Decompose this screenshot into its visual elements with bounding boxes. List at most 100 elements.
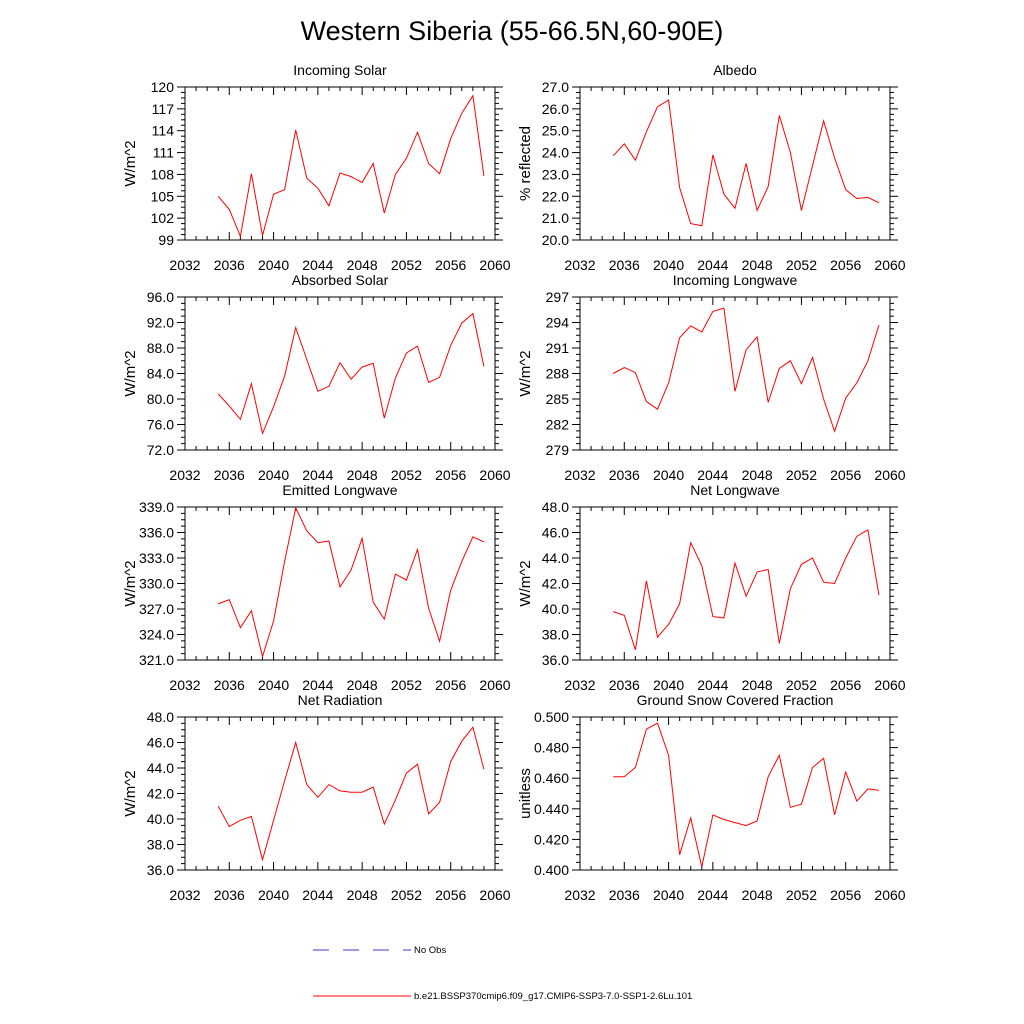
panel-incoming-longwave-xtick-label: 2056 (830, 467, 861, 483)
panel-net-longwave-xtick-label: 2044 (697, 677, 728, 693)
panel-absorbed-solar-ytick-label: 96.0 (147, 289, 174, 305)
panel-albedo-ytick-label: 20.0 (542, 232, 569, 248)
panel-ground-snow-covered-fraction-xtick-label: 2060 (874, 887, 905, 903)
panel-emitted-longwave-ytick-label: 324.0 (139, 627, 174, 643)
panel-absorbed-solar-ytick-label: 88.0 (147, 340, 174, 356)
panel-absorbed-solar-frame (184, 296, 496, 451)
panel-absorbed-solar-ytick-label: 92.0 (147, 315, 174, 331)
panel-absorbed-solar-title: Absorbed Solar (292, 272, 389, 288)
panel-absorbed-solar-ytick-label: 76.0 (147, 417, 174, 433)
panel-absorbed-solar: Absorbed Solar W/m^2 2032 2036 2040 2044 2048 2… (122, 272, 511, 483)
panel-incoming-solar-xtick-label: 2032 (169, 257, 200, 273)
panel-emitted-longwave-xtick-label: 2040 (258, 677, 289, 693)
panel-emitted-longwave: Emitted Longwave W/m^2 2032 2036 2040 2044 204… (122, 482, 511, 693)
panel-net-radiation-xtick-label: 2044 (302, 887, 333, 903)
panel-incoming-longwave-xtick-label: 2044 (697, 467, 728, 483)
panel-emitted-longwave-ylabel: W/m^2 (122, 560, 139, 606)
panel-emitted-longwave-xtick-label: 2032 (169, 677, 200, 693)
panel-net-longwave-frame (579, 506, 891, 661)
panel-net-radiation-ytick-label: 40.0 (147, 811, 174, 827)
panel-incoming-longwave-xtick-label: 2036 (609, 467, 640, 483)
panel-incoming-longwave-title: Incoming Longwave (673, 272, 798, 288)
panel-ground-snow-covered-fraction-title: Ground Snow Covered Fraction (637, 692, 834, 708)
panel-ground-snow-covered-fraction-xtick-label: 2040 (653, 887, 684, 903)
panel-albedo-xtick-label: 2040 (653, 257, 684, 273)
legend-model-label: b.e21.BSSP370cmip6.f09_g17.CMIP6-SSP3-7.… (414, 991, 692, 1002)
panel-albedo-ytick-label: 22.0 (542, 188, 569, 204)
panel-net-radiation-ytick-label: 42.0 (147, 786, 174, 802)
panel-albedo-title: Albedo (713, 62, 757, 78)
panel-net-longwave-ytick-label: 44.0 (542, 550, 569, 566)
panel-absorbed-solar-xtick-label: 2056 (435, 467, 466, 483)
panel-ground-snow-covered-fraction-xtick-label: 2048 (742, 887, 773, 903)
panel-emitted-longwave-xtick-label: 2056 (435, 677, 466, 693)
panel-net-longwave-ytick-label: 46.0 (542, 525, 569, 541)
panel-emitted-longwave-ytick-label: 321.0 (139, 652, 174, 668)
panel-grid: Incoming Solar W/m^2 2032 2036 2040 2044 2048 2… (122, 62, 906, 903)
panel-net-radiation-xtick-label: 2048 (347, 887, 378, 903)
panel-incoming-longwave-ytick-label: 285 (546, 391, 570, 407)
panel-net-radiation-xtick-label: 2056 (435, 887, 466, 903)
panel-albedo: Albedo % reflected 2032 2036 2040 2044 2048 205… (517, 62, 906, 273)
panel-albedo-ytick-label: 27.0 (542, 79, 569, 95)
panel-net-longwave-series-line (613, 529, 880, 650)
panel-albedo-series-line (612, 99, 880, 227)
panel-net-radiation-title: Net Radiation (298, 692, 383, 708)
panel-incoming-longwave-xtick-label: 2052 (786, 467, 817, 483)
panel-ground-snow-covered-fraction-xtick-label: 2032 (564, 887, 595, 903)
panel-net-longwave-xtick-label: 2048 (742, 677, 773, 693)
panel-ground-snow-covered-fraction-ytick-label: 0.440 (534, 801, 569, 817)
panel-albedo-ytick-label: 26.0 (542, 101, 569, 117)
panel-net-radiation-ytick-label: 44.0 (147, 760, 174, 776)
panel-incoming-solar-ytick-label: 99 (158, 232, 174, 248)
panel-incoming-longwave-ytick-label: 297 (546, 289, 570, 305)
legend: No Obs b.e21.BSSP370cmip6.f09_g17.CMIP6-… (313, 945, 692, 1002)
panel-incoming-longwave-xtick-label: 2060 (874, 467, 905, 483)
panel-ground-snow-covered-fraction-ytick-label: 0.420 (534, 831, 569, 847)
panel-albedo-xtick-label: 2048 (742, 257, 773, 273)
panel-absorbed-solar-xtick-label: 2048 (347, 467, 378, 483)
panel-net-longwave-xtick-label: 2036 (609, 677, 640, 693)
panel-albedo-xtick-label: 2060 (874, 257, 905, 273)
legend-obs-label: No Obs (414, 945, 446, 956)
panel-incoming-longwave-ytick-label: 279 (546, 442, 570, 458)
panel-emitted-longwave-xtick-label: 2036 (214, 677, 245, 693)
panel-net-longwave-xtick-label: 2052 (786, 677, 817, 693)
panel-ground-snow-covered-fraction-xtick-label: 2052 (786, 887, 817, 903)
panel-incoming-longwave-xtick-label: 2032 (564, 467, 595, 483)
panel-ground-snow-covered-fraction: Ground Snow Covered Fraction unitless 2032… (517, 692, 906, 903)
panel-emitted-longwave-frame (184, 506, 496, 661)
panel-net-longwave-title: Net Longwave (690, 482, 780, 498)
panel-incoming-solar-title: Incoming Solar (293, 62, 387, 78)
panel-albedo-frame (579, 86, 891, 241)
panel-incoming-solar-xtick-label: 2052 (391, 257, 422, 273)
panel-incoming-solar-xtick-label: 2044 (302, 257, 333, 273)
panel-net-radiation-ytick-label: 38.0 (147, 837, 174, 853)
panel-albedo-ytick-label: 23.0 (542, 166, 569, 182)
panel-absorbed-solar-xtick-label: 2044 (302, 467, 333, 483)
panel-net-radiation-ytick-label: 48.0 (147, 709, 174, 725)
panel-emitted-longwave-xtick-label: 2044 (302, 677, 333, 693)
panel-albedo-ylabel: % reflected (517, 126, 534, 201)
panel-incoming-longwave-xtick-label: 2048 (742, 467, 773, 483)
panel-absorbed-solar-xtick-label: 2060 (479, 467, 510, 483)
panel-incoming-longwave-ylabel: W/m^2 (517, 350, 534, 396)
panel-incoming-solar-ytick-label: 120 (151, 79, 175, 95)
panel-net-longwave-ytick-label: 42.0 (542, 576, 569, 592)
panel-absorbed-solar-ytick-label: 72.0 (147, 442, 174, 458)
panel-ground-snow-covered-fraction-xtick-label: 2036 (609, 887, 640, 903)
panel-albedo-xtick-label: 2056 (830, 257, 861, 273)
panel-ground-snow-covered-fraction-ytick-label: 0.400 (534, 862, 569, 878)
panel-albedo-xtick-label: 2036 (609, 257, 640, 273)
panel-emitted-longwave-ytick-label: 330.0 (139, 576, 174, 592)
panel-ground-snow-covered-fraction-ytick-label: 0.480 (534, 740, 569, 756)
panel-incoming-solar-series-line (217, 94, 485, 239)
panel-net-longwave-ytick-label: 48.0 (542, 499, 569, 515)
panel-emitted-longwave-title: Emitted Longwave (282, 482, 397, 498)
panel-incoming-longwave-frame (579, 296, 891, 451)
panel-net-longwave-ytick-label: 38.0 (542, 627, 569, 643)
panel-albedo-xtick-label: 2052 (786, 257, 817, 273)
panel-net-radiation-xtick-label: 2040 (258, 887, 289, 903)
panel-albedo-xtick-label: 2044 (697, 257, 728, 273)
